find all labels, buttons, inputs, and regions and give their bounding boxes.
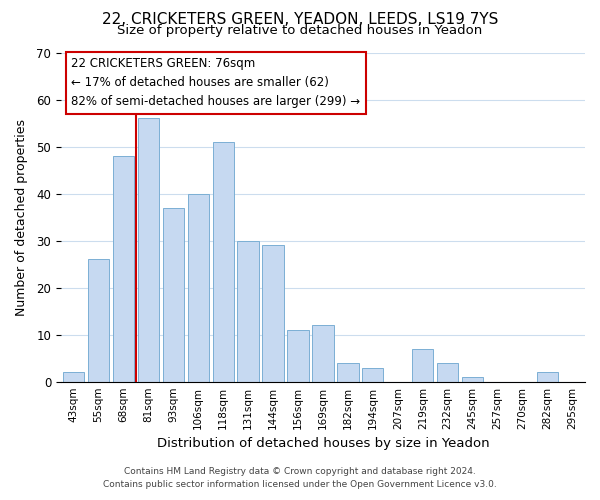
Bar (437, 363, 458, 382)
Bar (337, 363, 359, 382)
Bar (362, 368, 383, 382)
Bar (163, 208, 184, 382)
Bar (537, 372, 558, 382)
Bar (262, 246, 284, 382)
Bar (313, 325, 334, 382)
Bar (462, 377, 484, 382)
Bar (113, 156, 134, 382)
Bar (188, 194, 209, 382)
Bar (63, 372, 84, 382)
Text: Size of property relative to detached houses in Yeadon: Size of property relative to detached ho… (118, 24, 482, 37)
Bar (88, 260, 109, 382)
Bar (137, 118, 159, 382)
Text: Contains HM Land Registry data © Crown copyright and database right 2024.
Contai: Contains HM Land Registry data © Crown c… (103, 467, 497, 489)
Text: 22, CRICKETERS GREEN, YEADON, LEEDS, LS19 7YS: 22, CRICKETERS GREEN, YEADON, LEEDS, LS1… (102, 12, 498, 28)
Bar (238, 240, 259, 382)
Y-axis label: Number of detached properties: Number of detached properties (15, 118, 28, 316)
Bar (287, 330, 308, 382)
Bar (212, 142, 234, 382)
X-axis label: Distribution of detached houses by size in Yeadon: Distribution of detached houses by size … (157, 437, 489, 450)
Text: 22 CRICKETERS GREEN: 76sqm
← 17% of detached houses are smaller (62)
82% of semi: 22 CRICKETERS GREEN: 76sqm ← 17% of deta… (71, 58, 361, 108)
Bar (412, 349, 433, 382)
